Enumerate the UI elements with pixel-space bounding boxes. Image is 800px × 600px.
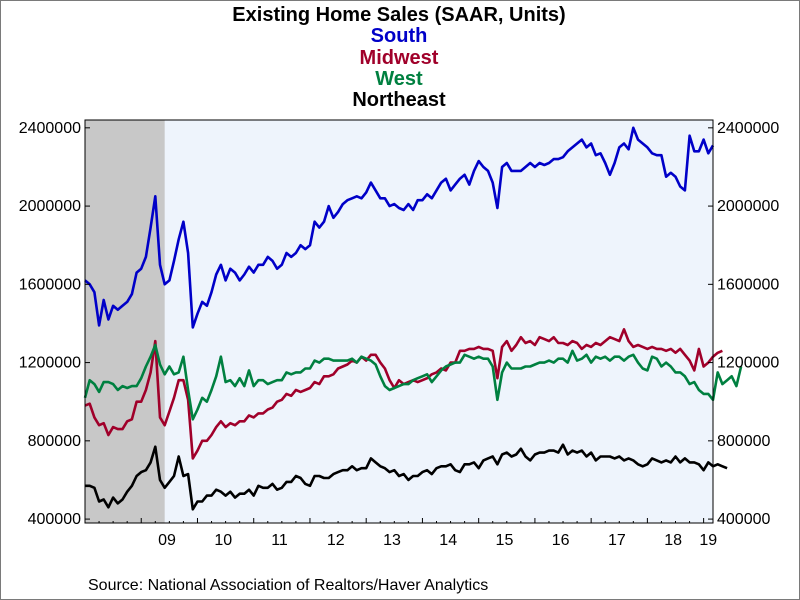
y-tick-label-right: 800000 bbox=[717, 433, 770, 450]
y-tick-label-left: 400000 bbox=[28, 511, 81, 528]
y-tick-label-left: 800000 bbox=[28, 433, 81, 450]
series-line-west bbox=[83, 343, 743, 421]
chart-title: Existing Home Sales (SAAR, Units) bbox=[232, 4, 566, 26]
recession-shading bbox=[85, 120, 165, 523]
x-tick-label: 16 bbox=[552, 532, 570, 549]
y-tick-label-right: 400000 bbox=[717, 511, 770, 528]
x-tick-label: 09 bbox=[158, 532, 176, 549]
source-note: Source: National Association of Realtors… bbox=[88, 577, 489, 594]
x-tick-label: 10 bbox=[214, 532, 232, 549]
y-tick-label-left: 2400000 bbox=[19, 120, 81, 137]
legend-entry-west: West bbox=[375, 68, 423, 90]
legend-entry-northeast: Northeast bbox=[352, 89, 446, 111]
x-tick-label: 12 bbox=[327, 532, 345, 549]
axis-layer: 400000 400000 800000 800000 1200000 1200000 16… bbox=[19, 120, 780, 549]
x-tick-label: 13 bbox=[383, 532, 401, 549]
y-tick-label-left: 1200000 bbox=[19, 355, 81, 372]
y-tick-label-right: 2000000 bbox=[717, 198, 779, 215]
x-tick-label: 18 bbox=[664, 532, 682, 549]
y-tick-label-left: 1600000 bbox=[19, 276, 81, 293]
y-tick-label-right: 2400000 bbox=[717, 120, 779, 137]
plot-frame bbox=[84, 119, 714, 524]
legend-entry-south: South bbox=[370, 25, 428, 47]
series-line-northeast bbox=[85, 443, 728, 511]
x-tick-label: 19 bbox=[699, 532, 717, 549]
y-tick-label-right: 1600000 bbox=[717, 276, 779, 293]
x-tick-label: 15 bbox=[496, 532, 514, 549]
x-tick-label: 14 bbox=[439, 532, 457, 549]
y-tick-label-right: 1200000 bbox=[717, 355, 779, 372]
x-tick-label: 17 bbox=[608, 532, 626, 549]
legend-entry-midwest: Midwest bbox=[359, 47, 439, 69]
x-tick-label: 11 bbox=[271, 532, 288, 549]
series-layer bbox=[83, 126, 743, 511]
y-tick-label-left: 2000000 bbox=[19, 198, 81, 215]
series-line-south bbox=[84, 126, 715, 329]
